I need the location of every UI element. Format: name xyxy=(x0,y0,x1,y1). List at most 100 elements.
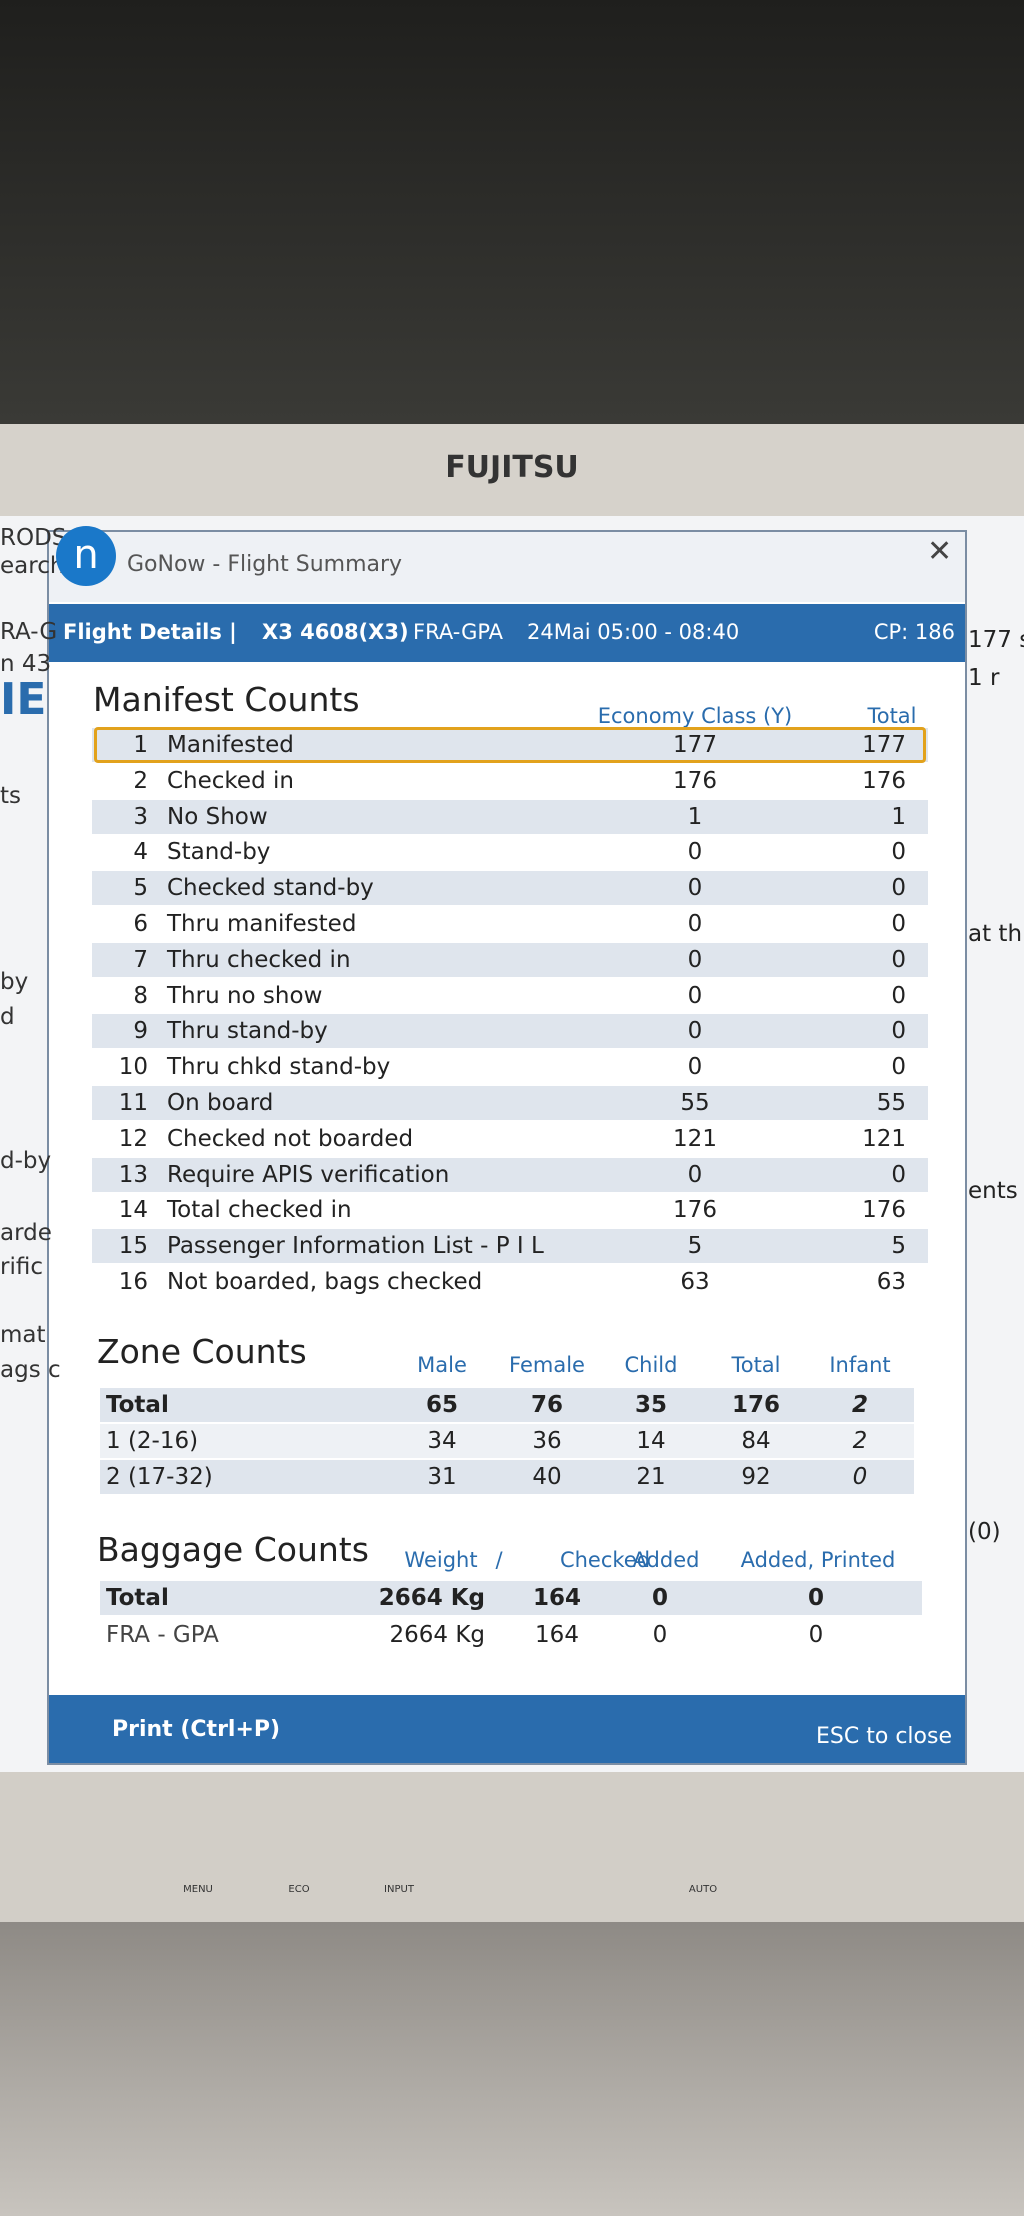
row-number: 3 xyxy=(133,803,148,830)
cell: 0 xyxy=(687,875,703,902)
row-label: Require APIS verification xyxy=(167,1161,450,1188)
column-header: Weight xyxy=(404,1548,478,1572)
cell: 0 xyxy=(807,1585,824,1611)
background-text: by xyxy=(0,969,29,995)
cell: 2 xyxy=(851,1392,868,1418)
row-number: 14 xyxy=(118,1197,148,1224)
row-number: 7 xyxy=(133,946,148,973)
header-label: Flight Details | xyxy=(63,620,237,644)
cell: 1 xyxy=(687,803,703,830)
column-header: Male xyxy=(417,1353,467,1377)
cell: 0 xyxy=(687,911,703,937)
header-route: FRA-GPA xyxy=(413,620,504,644)
row-label: Checked stand-by xyxy=(167,875,374,902)
row-label: Thru stand-by xyxy=(167,1018,328,1045)
row-number: 11 xyxy=(118,1090,148,1116)
row-number: 13 xyxy=(118,1161,148,1188)
row-stripe xyxy=(100,1388,914,1422)
cell: 31 xyxy=(427,1464,457,1490)
monitor-button: INPUT xyxy=(384,1884,414,1895)
bezel-top xyxy=(0,424,1024,516)
row-number: 12 xyxy=(118,1125,148,1152)
row-label: Stand-by xyxy=(167,839,271,866)
row-number: 9 xyxy=(133,1018,148,1045)
row-label: Not boarded, bags checked xyxy=(167,1269,483,1295)
background-text: rific xyxy=(0,1254,43,1280)
cell: 0 xyxy=(687,946,703,973)
row-stripe xyxy=(92,1086,928,1120)
row-label: Thru checked in xyxy=(167,946,351,973)
background-text: at th xyxy=(968,921,1023,947)
row-label: FRA - GPA xyxy=(106,1622,219,1648)
background-text: ags c xyxy=(0,1357,61,1383)
print-button[interactable]: Print (Ctrl+P) xyxy=(112,1717,281,1742)
brand: FUJITSU xyxy=(445,450,579,485)
row-stripe xyxy=(92,871,928,906)
app-icon: n xyxy=(56,526,116,586)
cell: 2 xyxy=(852,1428,868,1454)
footer-bar xyxy=(49,1695,965,1763)
close-button[interactable]: ✕ xyxy=(927,534,953,569)
column-header: Child xyxy=(624,1353,678,1377)
cell: 176 xyxy=(862,767,906,794)
cell: 0 xyxy=(891,982,906,1009)
row-label: Checked not boarded xyxy=(167,1125,414,1152)
row-stripe xyxy=(92,1229,928,1264)
row-stripe xyxy=(100,1581,922,1615)
column-header: Checked xyxy=(559,1548,651,1572)
row-label: Thru chkd stand-by xyxy=(167,1054,391,1081)
background-text: IE xyxy=(0,674,47,725)
background-text: d-by xyxy=(0,1148,52,1174)
row-stripe xyxy=(92,1014,928,1049)
cell: 0 xyxy=(891,1161,906,1188)
background-text: 1 r xyxy=(968,665,1000,691)
row-stripe xyxy=(100,1424,914,1458)
background-text: arde xyxy=(0,1220,52,1246)
background-text: ts xyxy=(0,783,22,809)
row-stripe xyxy=(100,1460,914,1494)
cell: 65 xyxy=(425,1392,458,1418)
background-text: ents xyxy=(968,1178,1018,1204)
cell: 0 xyxy=(808,1622,824,1648)
window-title: GoNow - Flight Summary xyxy=(127,552,403,577)
background-text: mat xyxy=(0,1322,46,1348)
monitor-button: MENU xyxy=(183,1884,213,1895)
column-header: Added, Printed xyxy=(740,1548,896,1572)
cell: 76 xyxy=(530,1392,563,1418)
close-hint[interactable]: ESC to close xyxy=(816,1724,952,1749)
row-label: 2 (17-32) xyxy=(106,1464,213,1490)
row-label: Total xyxy=(106,1585,169,1611)
cell: 63 xyxy=(680,1269,710,1295)
row-number: 5 xyxy=(133,875,148,902)
monitor-button: AUTO xyxy=(688,1884,718,1895)
desk xyxy=(0,1922,1024,2216)
header-flight: X3 4608(X3) xyxy=(262,620,409,644)
background-text: d xyxy=(0,1004,15,1030)
cell: 0 xyxy=(687,1161,703,1188)
row-number: 4 xyxy=(133,839,148,866)
row-stripe xyxy=(92,942,928,977)
row-number: 15 xyxy=(118,1233,148,1260)
row-label: Manifested xyxy=(167,732,294,758)
row-number: 8 xyxy=(133,982,148,1009)
header-time: 24Mai 05:00 - 08:40 xyxy=(527,620,740,644)
cell: 0 xyxy=(687,982,703,1009)
cell: 14 xyxy=(636,1428,666,1454)
cell: 177 xyxy=(862,732,906,758)
row-label: Total xyxy=(106,1392,169,1418)
background-text: RODS xyxy=(0,525,67,551)
cell: 0 xyxy=(891,911,906,937)
cell: 40 xyxy=(532,1464,562,1490)
row-label: Thru no show xyxy=(167,982,323,1009)
row-label: Thru manifested xyxy=(167,911,357,937)
column-header: Total xyxy=(867,704,917,728)
cell: 2664 Kg xyxy=(378,1585,485,1611)
cell: 34 xyxy=(427,1428,457,1454)
cell: 0 xyxy=(687,1054,703,1081)
row-number: 10 xyxy=(118,1054,148,1081)
bezel-bottom xyxy=(0,1772,1024,1922)
cell: 176 xyxy=(673,767,717,794)
column-header: Economy Class (Y) xyxy=(597,704,793,728)
section-title: Zone Counts xyxy=(97,1332,307,1371)
cell: 176 xyxy=(673,1197,717,1224)
